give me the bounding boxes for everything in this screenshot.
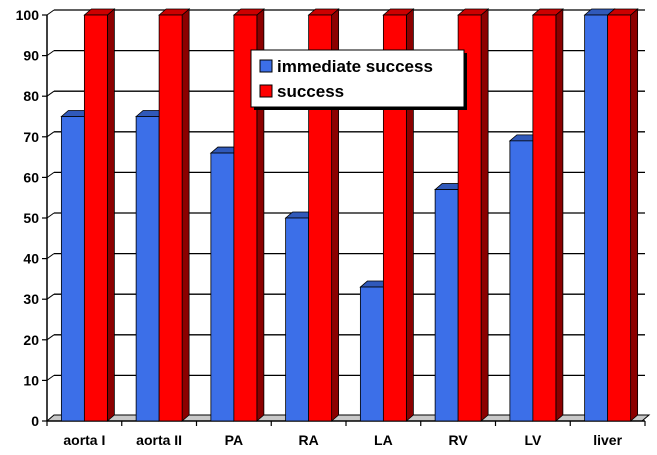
gridline-side-70 (46, 131, 55, 138)
bar-success-6 (531, 8, 564, 422)
bar-success-0 (83, 8, 116, 422)
y-tick-label: 20 (23, 332, 39, 348)
y-tick-label: 60 (23, 169, 39, 185)
legend-swatch-immediate-success (259, 59, 273, 73)
y-tick-label: 90 (23, 48, 39, 64)
x-tick-label: aorta I (63, 432, 105, 448)
gridline-side-100 (46, 9, 55, 16)
gridline-side-60 (46, 171, 55, 178)
y-tick-label: 30 (23, 291, 39, 307)
bar-success-2 (232, 8, 265, 422)
y-tick-label: 50 (23, 210, 39, 226)
x-tick-label: RA (299, 432, 319, 448)
y-tick-label: 100 (16, 7, 40, 23)
x-tick-label: LA (374, 432, 393, 448)
y-tick-label: 0 (31, 413, 39, 429)
legend-label-success: success (277, 82, 344, 101)
bar-success-7 (606, 8, 639, 422)
legend-swatch-success (259, 84, 273, 98)
bar-success-3 (307, 8, 340, 422)
legend-label-immediate-success: immediate success (277, 57, 433, 76)
gridline-side-30 (46, 293, 55, 300)
gridline-side-10 (46, 374, 55, 381)
y-tick-label: 80 (23, 88, 39, 104)
bar-success-5 (457, 8, 490, 422)
x-tick-label: LV (524, 432, 542, 448)
bars-layer (60, 8, 639, 422)
gridline-side-80 (46, 90, 55, 97)
x-tick-label: liver (593, 432, 622, 448)
legend: immediate success success (250, 49, 467, 110)
gridline-side-40 (46, 253, 55, 260)
bar-success-1 (158, 8, 191, 422)
bar-success-4 (382, 8, 415, 422)
gridline-side-20 (46, 334, 55, 341)
y-tick-label: 10 (23, 372, 39, 388)
tick-labels-layer: 0 10 20 30 40 50 60 70 80 90 100 aorta I aorta II PA R… (16, 7, 623, 448)
x-tick-label: PA (225, 432, 243, 448)
gridline-side-90 (46, 50, 55, 57)
legend-box (250, 49, 465, 108)
y-tick-label: 70 (23, 129, 39, 145)
gridline-side-50 (46, 212, 55, 219)
x-tick-label: aorta II (136, 432, 182, 448)
y-tick-label: 40 (23, 251, 39, 267)
x-tick-label: RV (449, 432, 469, 448)
